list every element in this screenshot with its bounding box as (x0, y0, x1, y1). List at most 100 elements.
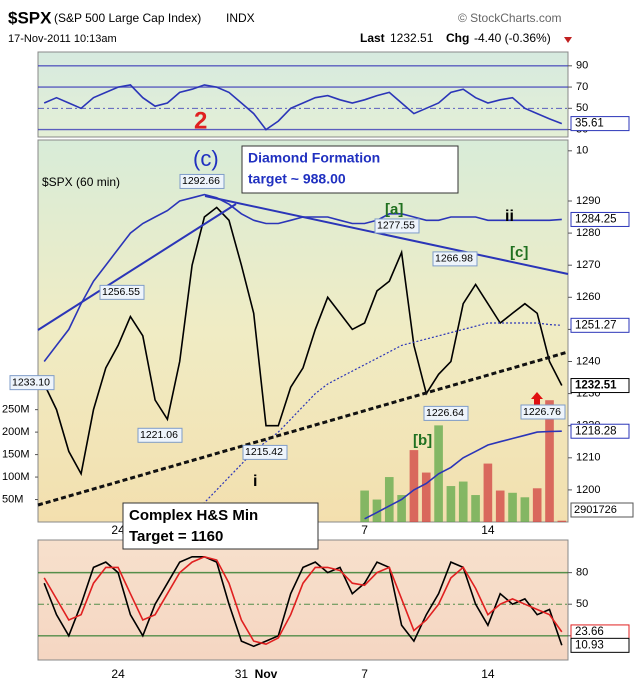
annotation: ii (505, 208, 514, 225)
point-label: 1292.66 (182, 175, 220, 187)
series-line (43, 206, 563, 477)
x-tick-label: 31 (235, 667, 249, 681)
value-label: 1218.28 (575, 425, 617, 437)
y-tick-label: 80 (576, 567, 588, 579)
background: $SPX (S&P 500 Large Cap Index) INDX © St… (8, 8, 572, 661)
point-label-box (423, 405, 469, 421)
value-box (570, 502, 634, 518)
annotation-box-text: Diamond Formation (248, 150, 380, 166)
last-value: 1232.51 (390, 31, 434, 45)
y-tick-label: 1240 (576, 355, 600, 367)
x-tick-label: 14 (481, 667, 495, 681)
volume-bar (384, 477, 394, 522)
value-box (570, 378, 630, 394)
value-box (570, 116, 630, 132)
point-label: 1215.42 (245, 446, 283, 458)
x-tick-label: 7 (361, 667, 368, 681)
x-tick-label: 24 (111, 523, 125, 537)
last-label: Last (360, 31, 385, 45)
volume-bar (483, 463, 493, 522)
volume-tick-label: 150M (2, 448, 30, 460)
overlay: 24243131NovNov77141435.611284.251251.271… (9, 107, 634, 681)
volume-tick-label: 50M (2, 493, 23, 505)
volume-bar (421, 472, 431, 522)
volume-tick-label: 200M (2, 426, 30, 438)
chg-label: Chg (446, 31, 469, 45)
value-box (570, 211, 630, 227)
rsi-panel (37, 51, 569, 138)
volume-bar (520, 497, 530, 522)
value-label: 23.66 (575, 626, 604, 638)
timestamp: 17-Nov-2011 10:13am (8, 33, 117, 45)
value-label: 1251.27 (575, 319, 617, 331)
red-arrow (531, 392, 543, 408)
y-tick-label: 10 (576, 145, 588, 157)
y-tick-label: 1270 (576, 259, 600, 271)
price-panel (37, 139, 569, 523)
point-label-box (9, 375, 55, 391)
series-line (43, 556, 563, 648)
volume-bar (532, 488, 542, 522)
y-tick-label: 1200 (576, 484, 600, 496)
y-tick-label: 90 (576, 60, 588, 72)
neckline (37, 350, 569, 507)
point-label-box (374, 218, 420, 234)
annotation: i (253, 473, 257, 490)
series-line (43, 84, 563, 131)
volume-bar (471, 495, 480, 522)
volume-tick-label: 100M (2, 471, 30, 483)
volume-bar (360, 490, 369, 522)
trend-line (204, 195, 569, 275)
volume-bar (397, 495, 406, 522)
point-label-box (99, 284, 145, 300)
symbol: $SPX (8, 8, 52, 27)
index-name: (S&P 500 Large Cap Index) (54, 11, 201, 25)
value-label: 35.61 (575, 118, 604, 130)
annotation: (c) (193, 146, 219, 171)
volume-bar (372, 499, 382, 522)
y-tick-label: 1280 (576, 227, 600, 239)
x-tick-label: 24 (111, 667, 125, 681)
point-label-box (432, 251, 478, 267)
y-tick-label: 50 (576, 102, 588, 114)
volume-tick-label: 250M (2, 404, 30, 416)
annotation: [b] (413, 432, 432, 449)
y-tick-label: 70 (576, 81, 588, 93)
volume-bar (557, 520, 567, 522)
x-tick-label: Nov (255, 667, 278, 681)
point-label-box (137, 427, 183, 443)
trend-line (37, 203, 237, 331)
down-arrow (564, 37, 572, 43)
annotation: [a] (385, 201, 403, 218)
series-line (43, 555, 563, 646)
x-tick-label: 14 (481, 523, 495, 537)
annotation-box-text: Target = 1160 (129, 528, 223, 545)
value-box (570, 317, 630, 333)
annotation-box-text: Complex H&S Min (129, 507, 258, 524)
volume-bar (458, 481, 468, 522)
point-label: 1226.64 (426, 407, 464, 419)
point-label: 1266.98 (435, 253, 473, 265)
exchange: INDX (226, 11, 255, 25)
annotation: [c] (510, 244, 528, 261)
volume-label: 2901726 (574, 504, 617, 516)
point-label: 1233.10 (12, 376, 50, 388)
volume-bar (508, 492, 517, 522)
value-box (570, 423, 630, 439)
value-label: 10.93 (575, 639, 604, 651)
y-tick-label: 1210 (576, 452, 600, 464)
source: © StockCharts.com (458, 11, 562, 25)
x-tick-label: 7 (361, 523, 368, 537)
y-tick-label: 50 (576, 598, 588, 610)
value-label: 1232.51 (575, 380, 617, 392)
annotation-box (241, 145, 459, 194)
point-label-box (242, 444, 288, 460)
annotation: 2 (194, 107, 207, 134)
point-label-box (179, 173, 225, 189)
value-box (570, 637, 630, 653)
chg-value: -4.40 (-0.36%) (474, 31, 551, 45)
volume-bar (495, 490, 505, 522)
y-tick-label: 1260 (576, 291, 600, 303)
series-line (364, 430, 562, 520)
